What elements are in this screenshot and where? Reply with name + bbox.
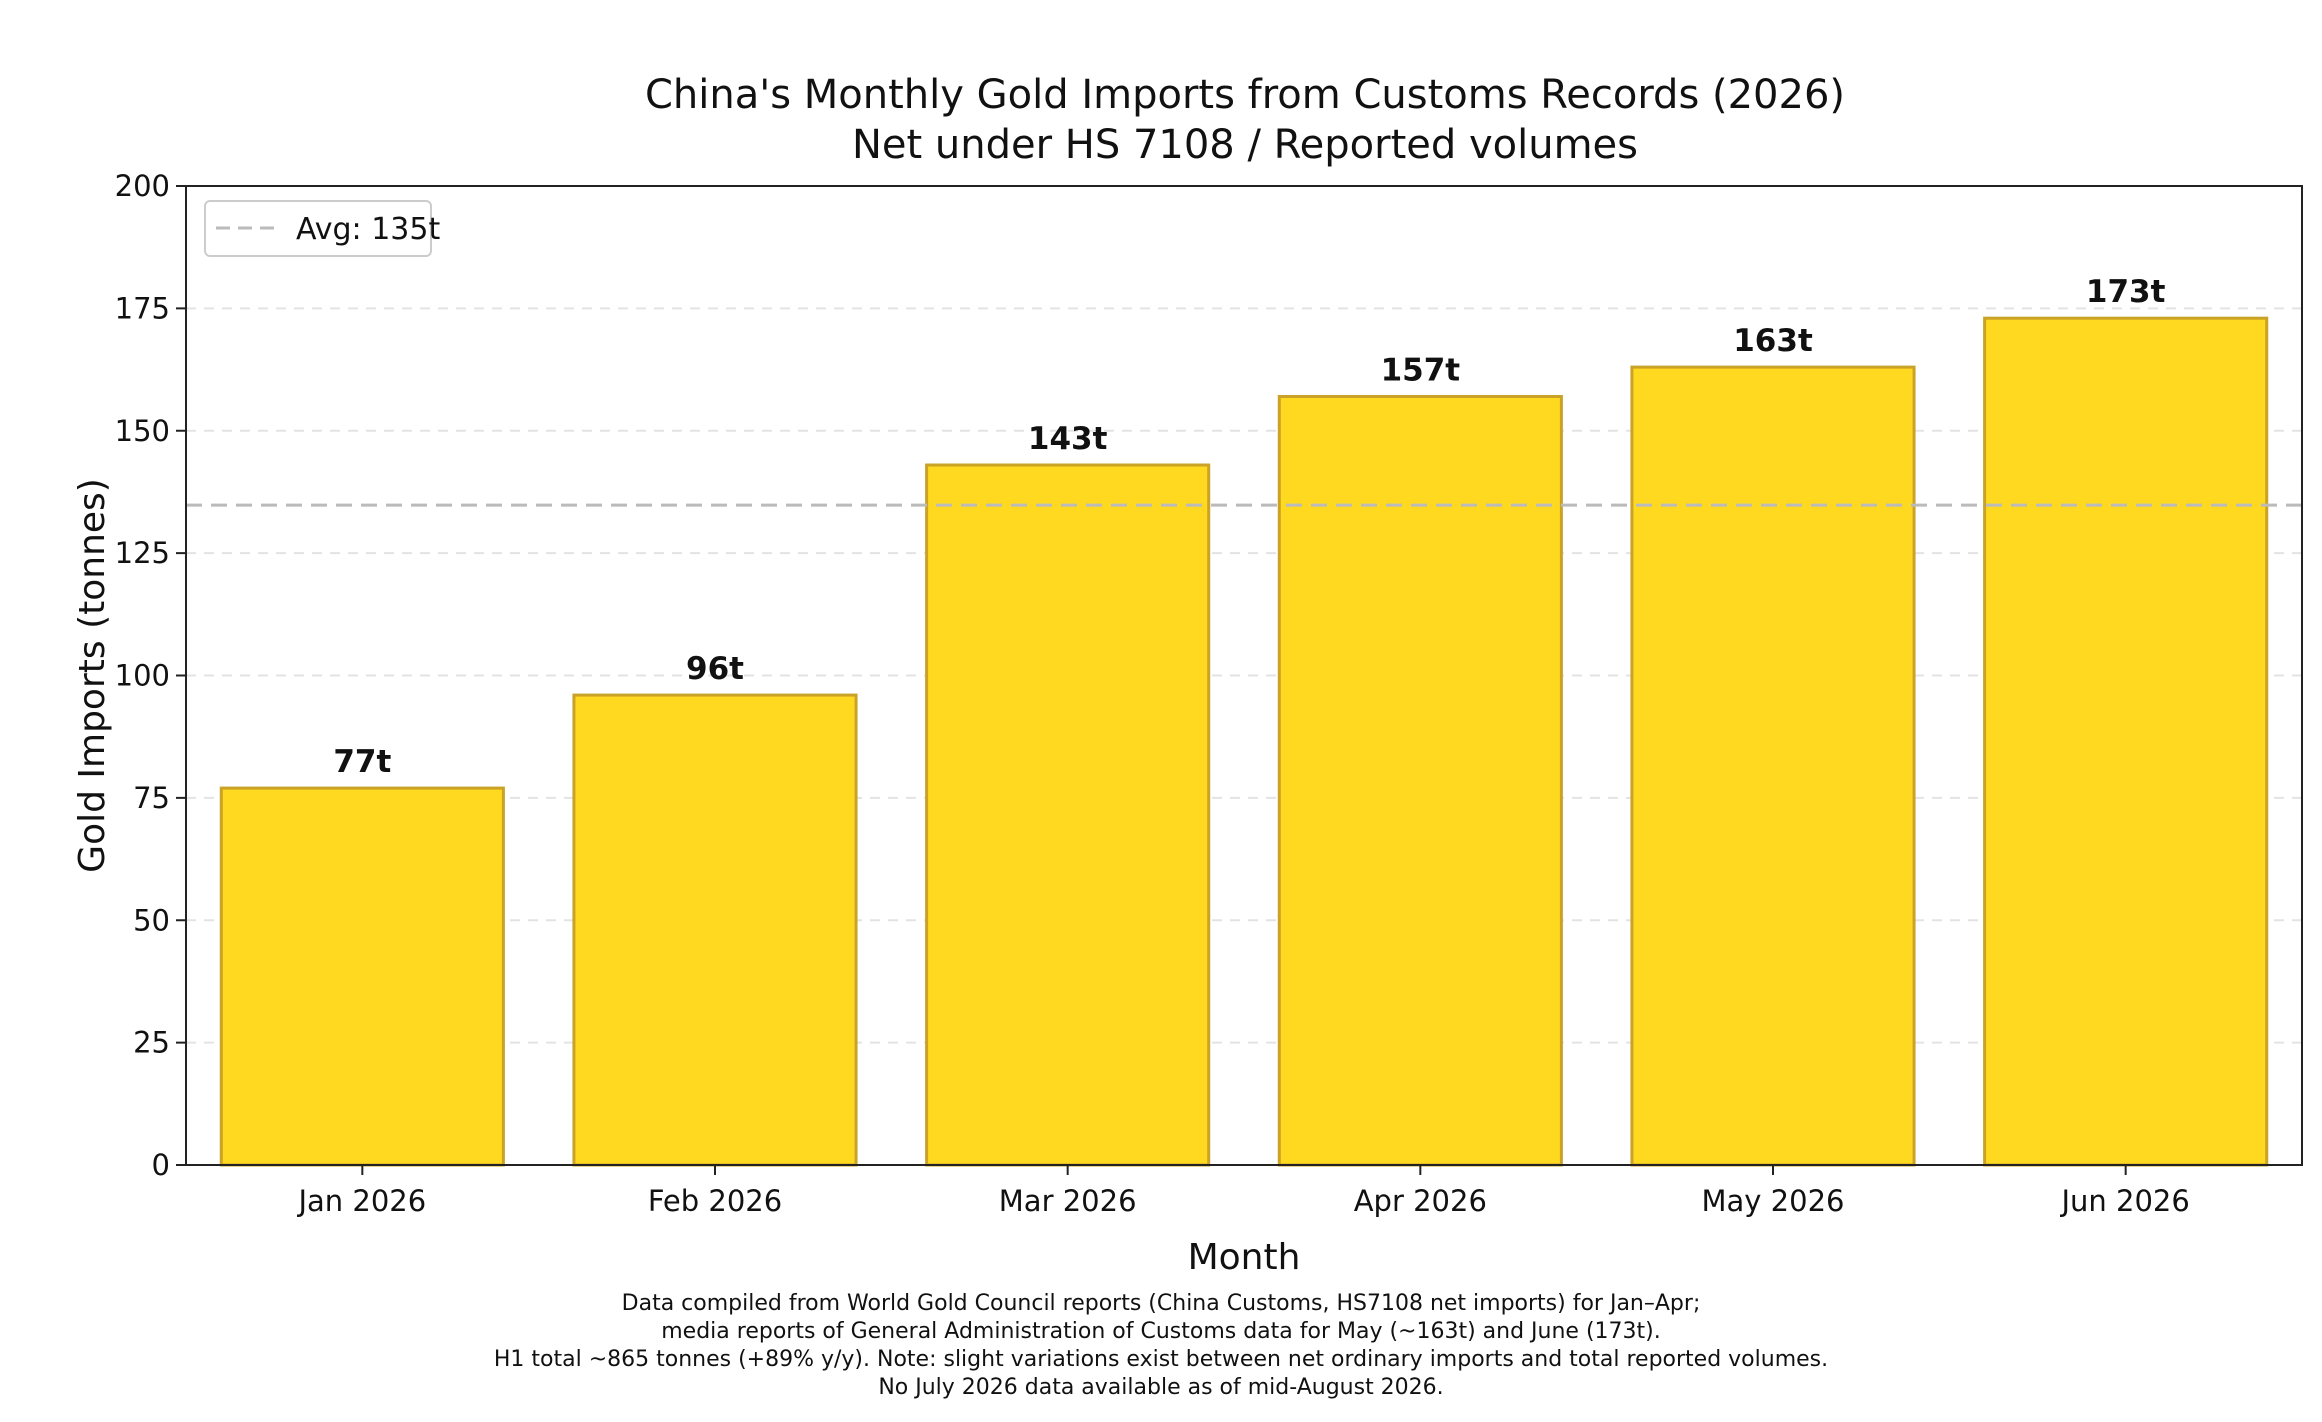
bar-value-label: 173t xyxy=(2086,274,2166,310)
footnote-line: H1 total ~865 tonnes (+89% y/y). Note: s… xyxy=(493,1347,1829,1372)
bars xyxy=(219,316,2269,1167)
y-tick-label: 100 xyxy=(115,659,170,693)
y-tick-label: 175 xyxy=(115,291,170,325)
x-tick-label: Apr 2026 xyxy=(1354,1184,1487,1218)
legend-box xyxy=(204,200,432,257)
footnote-line: media reports of General Administration … xyxy=(661,1319,1661,1344)
bar xyxy=(925,463,1211,1167)
x-tick-label: May 2026 xyxy=(1702,1184,1845,1218)
x-axis-label: Month xyxy=(1188,1237,1301,1278)
y-tick-label: 125 xyxy=(115,536,170,570)
y-axis-label: Gold Imports (tonnes) xyxy=(72,478,113,873)
footnote: Data compiled from World Gold Council re… xyxy=(0,1290,2322,1402)
bar xyxy=(1983,316,2269,1167)
y-tick-label: 75 xyxy=(133,781,170,815)
chart-subtitle: Net under HS 7108 / Reported volumes xyxy=(852,122,1638,168)
legend: Avg: 135t xyxy=(204,200,440,257)
chart-title: China's Monthly Gold Imports from Custom… xyxy=(645,72,1845,118)
legend-label: Avg: 135t xyxy=(296,212,440,247)
x-tick-label: Jan 2026 xyxy=(296,1184,426,1218)
y-axis-ticks: 0 25 50 75 100 125 150 175 200 xyxy=(115,169,186,1182)
y-tick-label: 50 xyxy=(133,903,170,937)
footnote-line: No July 2026 data available as of mid-Au… xyxy=(878,1375,1444,1400)
footnote-line: Data compiled from World Gold Council re… xyxy=(621,1291,1701,1316)
y-tick-label: 200 xyxy=(115,169,170,203)
x-axis-ticks: Jan 2026 Feb 2026 Mar 2026 Apr 2026 May 2026… xyxy=(296,1165,2190,1218)
bar-value-label: 157t xyxy=(1381,352,1461,388)
y-tick-label: 25 xyxy=(133,1026,170,1060)
bar-value-label: 143t xyxy=(1028,421,1108,457)
x-tick-label: Feb 2026 xyxy=(648,1184,782,1218)
x-tick-label: Mar 2026 xyxy=(999,1184,1137,1218)
bar xyxy=(1630,365,1916,1167)
bar xyxy=(1277,394,1563,1167)
x-tick-label: Jun 2026 xyxy=(2059,1184,2189,1218)
data-labels: 77t 96t 143t 157t 163t 173t xyxy=(333,274,2165,780)
y-tick-label: 150 xyxy=(115,414,170,448)
y-tick-label: 0 xyxy=(152,1148,170,1182)
bar xyxy=(572,693,858,1167)
bar-value-label: 163t xyxy=(1733,323,1813,359)
bar xyxy=(219,786,505,1167)
bar-value-label: 96t xyxy=(686,651,744,687)
bar-value-label: 77t xyxy=(333,744,391,780)
